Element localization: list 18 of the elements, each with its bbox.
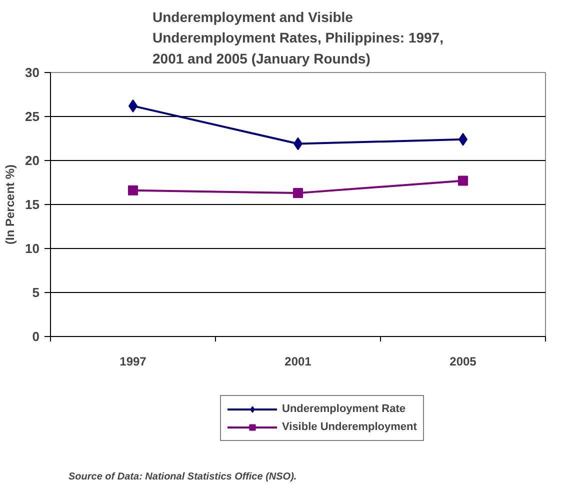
y-tick-label: 15: [25, 197, 40, 212]
y-tick-label: 0: [32, 329, 40, 344]
y-tick-label: 25: [25, 109, 40, 124]
x-tick-label: 2005: [450, 354, 477, 368]
x-tick-label: 1997: [120, 354, 147, 368]
y-tick-label: 10: [25, 241, 40, 256]
y-tick-label: 20: [25, 153, 40, 168]
x-tick-label: 2001: [284, 354, 312, 368]
legend-label: Underemployment Rate: [282, 402, 406, 416]
legend-label: Visible Underemployment: [282, 420, 417, 434]
chart-title: Underemployment and Visible Underemployment Rates, Philippines: 1997, 2001 and 2005 (January Rounds): [152, 8, 444, 66]
y-tick-label: 30: [25, 65, 40, 80]
point: [458, 176, 468, 186]
point: [293, 188, 303, 198]
y-axis-title: (In Percent %): [3, 164, 18, 245]
y-tick-label: 5: [32, 285, 40, 300]
source-note: Source of Data: National Statistics Office (NSO).: [68, 472, 297, 482]
point: [128, 185, 138, 196]
